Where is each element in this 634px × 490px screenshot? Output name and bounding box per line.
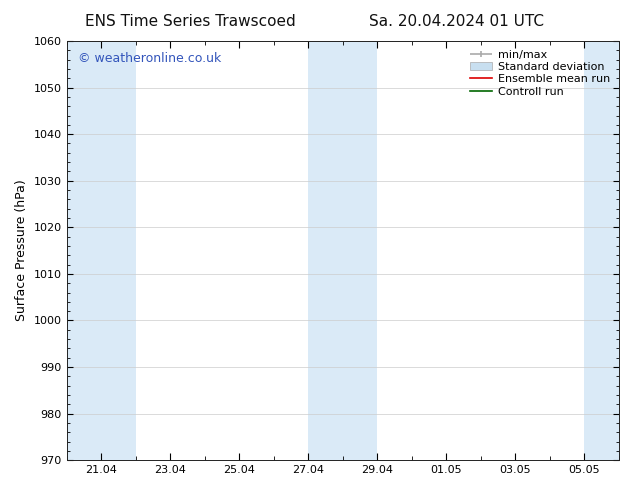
Bar: [585, 41, 623, 460]
Text: Sa. 20.04.2024 01 UTC: Sa. 20.04.2024 01 UTC: [369, 14, 544, 29]
Bar: [63, 41, 101, 460]
Bar: [308, 41, 343, 460]
Bar: [101, 41, 136, 460]
Bar: [343, 41, 377, 460]
Text: © weatheronline.co.uk: © weatheronline.co.uk: [77, 51, 221, 65]
Legend: min/max, Standard deviation, Ensemble mean run, Controll run: min/max, Standard deviation, Ensemble me…: [467, 47, 614, 100]
Text: ENS Time Series Trawscoed: ENS Time Series Trawscoed: [85, 14, 295, 29]
Y-axis label: Surface Pressure (hPa): Surface Pressure (hPa): [15, 180, 28, 321]
